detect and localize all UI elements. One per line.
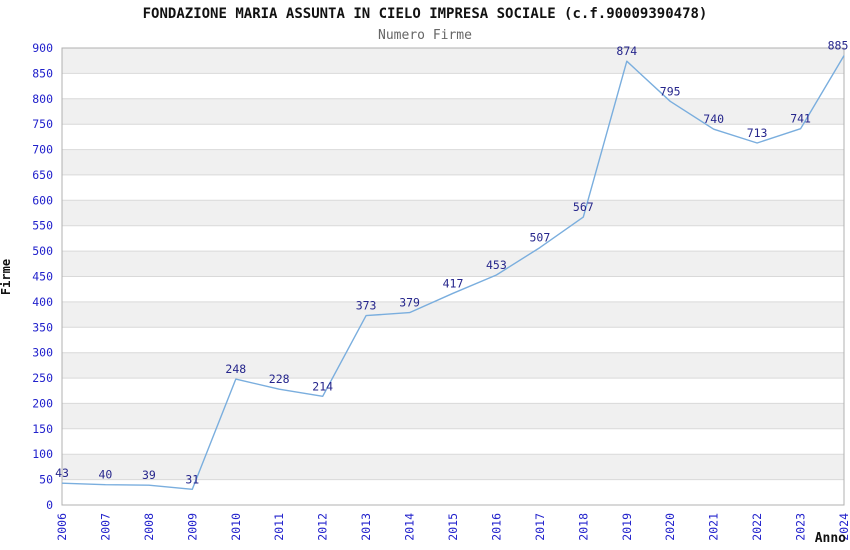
y-tick-label: 0 <box>46 498 53 512</box>
plot-band <box>62 454 844 480</box>
data-point-label: 740 <box>703 112 724 126</box>
data-point-label: 713 <box>747 126 768 140</box>
x-tick-label: 2019 <box>620 513 634 541</box>
y-tick-label: 300 <box>32 346 53 360</box>
y-tick-label: 600 <box>32 193 53 207</box>
x-tick-label: 2010 <box>229 513 243 541</box>
y-tick-label: 400 <box>32 295 53 309</box>
plot-border <box>61 47 845 506</box>
y-tick-label: 200 <box>32 396 53 410</box>
data-point-label: 39 <box>142 468 156 482</box>
plot-band <box>62 149 844 175</box>
y-tick-label: 100 <box>32 447 53 461</box>
y-tick-label: 650 <box>32 168 53 182</box>
y-tick-label: 900 <box>32 41 53 55</box>
data-point-label: 379 <box>399 296 420 310</box>
plot-band <box>62 352 844 379</box>
x-tick-label: 2016 <box>489 513 503 541</box>
y-axis-title: Firme <box>0 259 13 295</box>
y-tick-label: 750 <box>32 117 53 131</box>
data-point-label: 40 <box>98 468 112 482</box>
chart-subtitle: Numero Firme <box>378 28 472 43</box>
data-point-label: 453 <box>486 258 507 272</box>
data-point-label: 228 <box>269 372 290 386</box>
plot-band <box>62 200 844 226</box>
data-point-label: 214 <box>312 379 333 393</box>
x-tick-label: 2017 <box>533 513 547 541</box>
series-line <box>61 55 845 490</box>
x-tick-label: 2008 <box>142 513 156 541</box>
data-point-label: 248 <box>225 362 246 376</box>
data-point-label: 741 <box>790 112 811 126</box>
data-point-label: 874 <box>616 44 637 58</box>
y-tick-label: 700 <box>32 143 53 157</box>
data-point-label: 417 <box>443 276 464 290</box>
data-point-label: 373 <box>356 299 377 313</box>
y-tick-label: 850 <box>32 66 53 80</box>
y-tick-label: 150 <box>32 422 53 436</box>
x-tick-label: 2013 <box>359 513 373 541</box>
y-tick-label: 800 <box>32 92 53 106</box>
x-tick-label: 2006 <box>55 513 69 541</box>
y-tick-label: 450 <box>32 270 53 284</box>
x-axis-title: Anno <box>815 531 846 546</box>
y-tick-label: 500 <box>32 244 53 258</box>
x-tick-label: 2018 <box>576 513 590 541</box>
x-tick-label: 2020 <box>663 513 677 541</box>
plot-band <box>62 48 844 74</box>
x-tick-label: 2009 <box>185 513 199 541</box>
data-point-label: 567 <box>573 200 594 214</box>
x-tick-label: 2021 <box>707 513 721 541</box>
x-tick-label: 2024 <box>837 513 850 541</box>
y-tick-label: 550 <box>32 219 53 233</box>
plot-band <box>62 251 844 277</box>
data-point-label: 31 <box>185 472 199 486</box>
plot-band <box>62 98 844 125</box>
plot-band <box>62 301 844 328</box>
y-tick-label: 250 <box>32 371 53 385</box>
x-tick-label: 2022 <box>750 513 764 541</box>
x-tick-label: 2007 <box>98 513 112 541</box>
x-tick-label: 2012 <box>316 513 330 541</box>
x-tick-label: 2011 <box>272 513 286 541</box>
plot-band <box>62 403 844 429</box>
chart-title: FONDAZIONE MARIA ASSUNTA IN CIELO IMPRES… <box>142 6 708 22</box>
y-tick-label: 350 <box>32 320 53 334</box>
x-tick-label: 2014 <box>403 513 417 541</box>
data-point-label: 507 <box>530 231 551 245</box>
y-tick-label: 50 <box>39 473 53 487</box>
x-tick-label: 2023 <box>794 513 808 541</box>
x-tick-label: 2015 <box>446 513 460 541</box>
data-point-label: 43 <box>55 466 69 480</box>
data-point-label: 885 <box>828 39 849 53</box>
data-point-label: 795 <box>660 84 681 98</box>
